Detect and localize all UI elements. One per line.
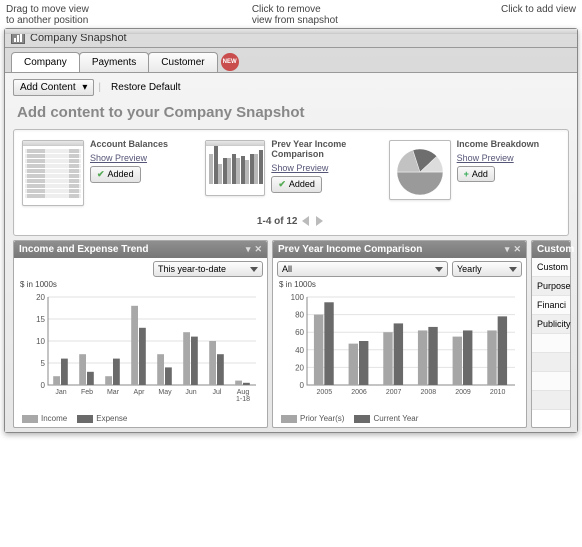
svg-text:Apr: Apr [134,389,146,396]
widget-custom-sidebar: Custom CustomPurposeFinanciPublicity [531,240,571,428]
card-title: Account Balances [90,140,168,150]
close-icon[interactable]: ✕ [513,244,521,255]
card-prev-year: Prev Year Income Comparison Show Preview… [205,140,376,196]
filter-select[interactable]: All [277,261,448,277]
app-window: Company Snapshot Company Payments Custom… [4,28,578,433]
pager: 1-4 of 12 [22,206,560,229]
card-title: Income Breakdown [457,140,540,150]
plus-icon: + [464,169,469,179]
card-account-balances: Account Balances Show Preview ✔Added [22,140,193,206]
tab-payments[interactable]: Payments [79,52,149,72]
svg-text:40: 40 [295,346,304,355]
widget-header[interactable]: Custom [532,241,570,258]
next-page-icon[interactable] [316,216,323,226]
y-axis-label: $ in 1000s [14,280,267,289]
svg-text:20: 20 [295,363,304,372]
check-icon: ✔ [97,169,105,180]
svg-text:15: 15 [36,315,45,324]
svg-text:Mar: Mar [107,389,120,396]
check-icon: ✔ [278,179,286,190]
prev-page-icon[interactable] [302,216,309,226]
svg-text:Aug: Aug [237,389,250,396]
svg-text:0: 0 [300,381,305,390]
svg-text:2005: 2005 [317,389,333,396]
svg-text:2006: 2006 [351,389,367,396]
period-select[interactable]: This year-to-date [153,261,263,277]
card-income-breakdown: Income Breakdown Show Preview +Add [389,140,560,200]
svg-text:Jun: Jun [185,389,196,396]
chevron-down-icon: ▾ [82,82,87,93]
minimize-icon[interactable]: ▾ [246,244,251,255]
ann-remove-l2: view from snapshot [252,15,338,26]
show-preview-link[interactable]: Show Preview [90,153,168,163]
callout-annotations: Drag to move view to another position Cl… [0,0,582,28]
thumb-account-balances [22,140,84,206]
ann-remove-l1: Click to remove [252,4,338,15]
svg-text:10: 10 [36,337,45,346]
thumb-income-breakdown [389,140,451,200]
show-preview-link[interactable]: Show Preview [457,153,540,163]
chevron-down-icon [250,267,258,272]
svg-text:May: May [158,389,172,396]
chevron-down-icon [435,267,443,272]
new-badge: NEW [221,53,239,71]
thumb-prev-year [205,140,265,196]
period-select[interactable]: Yearly [452,261,522,277]
ann-add-l1: Click to add view [501,4,576,15]
add-content-button[interactable]: Add Content ▾ [13,79,94,96]
list-item[interactable]: Purpose [532,277,570,296]
svg-text:5: 5 [41,359,46,368]
prev-year-chart: 0 20 40 60 80 100 2005 2006 2007 2008 2009 2010 [281,293,519,403]
list-item[interactable]: Publicity [532,315,570,334]
ann-drag-l1: Drag to move view [6,4,89,15]
svg-text:100: 100 [291,293,305,302]
widget-header[interactable]: Income and Expense Trend ▾✕ [14,241,267,258]
svg-text:2009: 2009 [455,389,471,396]
svg-text:60: 60 [295,328,304,337]
tab-customer[interactable]: Customer [148,52,217,72]
legend: Income Expense [14,410,267,427]
restore-default-button[interactable]: Restore Default [105,80,186,95]
widget-income-expense: Income and Expense Trend ▾✕ This year-to… [13,240,268,428]
ann-drag-l2: to another position [6,15,89,26]
cards-panel: Account Balances Show Preview ✔Added Pre… [13,129,569,236]
list-item[interactable]: Custom [532,258,570,277]
minimize-icon[interactable]: ▾ [505,244,510,255]
tabs: Company Payments Customer NEW [5,48,577,72]
svg-text:Feb: Feb [81,389,93,396]
list-item[interactable]: Financi [532,296,570,315]
svg-text:1-18: 1-18 [236,396,250,403]
svg-text:2010: 2010 [490,389,506,396]
svg-text:2008: 2008 [421,389,437,396]
tab-company[interactable]: Company [11,52,80,72]
widget-header[interactable]: Prev Year Income Comparison ▾✕ [273,241,526,258]
y-axis-label: $ in 1000s [273,280,526,289]
panel-heading: Add content to your Company Snapshot [9,100,573,129]
svg-text:Jan: Jan [55,389,66,396]
add-button[interactable]: +Add [457,166,495,182]
added-button[interactable]: ✔Added [271,176,322,193]
close-icon[interactable]: ✕ [254,244,262,255]
svg-text:0: 0 [41,381,46,390]
toolbar: Add Content ▾ | Restore Default [9,77,573,100]
added-button[interactable]: ✔Added [90,166,141,183]
legend: Prior Year(s) Current Year [273,410,526,427]
svg-text:2007: 2007 [386,389,402,396]
svg-text:Jul: Jul [213,389,222,396]
income-expense-chart: 0 5 10 15 20 Jan Feb Mar Apr May Jun Jul 1-18Aug [22,293,260,403]
svg-text:80: 80 [295,311,304,320]
widget-prev-year-comparison: Prev Year Income Comparison ▾✕ All Yearl… [272,240,527,428]
card-title: Prev Year Income Comparison [271,140,376,160]
chevron-down-icon [509,267,517,272]
svg-text:20: 20 [36,293,45,302]
show-preview-link[interactable]: Show Preview [271,163,376,173]
